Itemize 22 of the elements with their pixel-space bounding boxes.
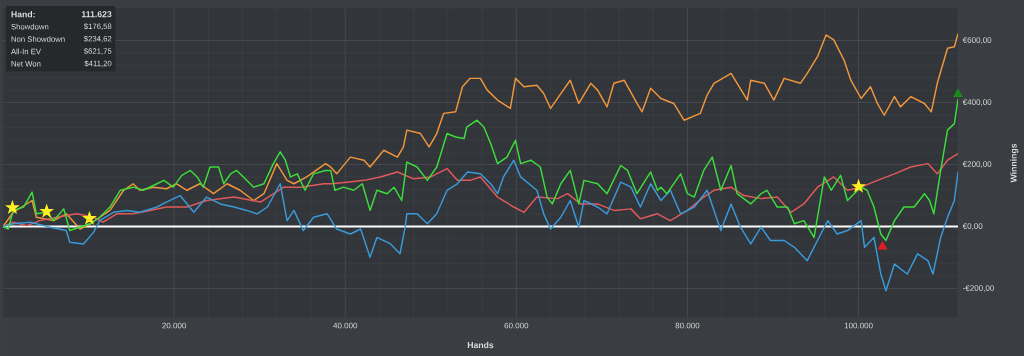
line-series xyxy=(3,152,958,228)
annotation: Hand: xyxy=(11,11,35,18)
x-tick-label: 40.000 xyxy=(333,322,358,329)
y-axis-title: Winnings xyxy=(1010,143,1019,183)
point xyxy=(6,201,19,213)
y-tick-label: €400,00 xyxy=(962,99,992,106)
x-tick-label: 80.000 xyxy=(675,322,700,329)
x-tick-label: 20.000 xyxy=(162,322,187,329)
point xyxy=(852,180,865,192)
y-tick-label: €200,00 xyxy=(962,161,992,168)
point xyxy=(83,212,96,224)
x-tick-label: 60.000 xyxy=(504,322,529,329)
x-tick-label: 100.000 xyxy=(844,322,873,329)
x-axis-title: Hands xyxy=(467,341,494,349)
line-series xyxy=(3,32,958,230)
annotation: 111.623 xyxy=(81,11,112,18)
y-tick-label: -€200,00 xyxy=(963,285,994,292)
y-tick-label: €600,00 xyxy=(962,37,992,44)
y-tick-label: €0,00 xyxy=(962,223,983,230)
line-series xyxy=(3,159,958,292)
point xyxy=(953,89,963,98)
point xyxy=(878,241,888,250)
